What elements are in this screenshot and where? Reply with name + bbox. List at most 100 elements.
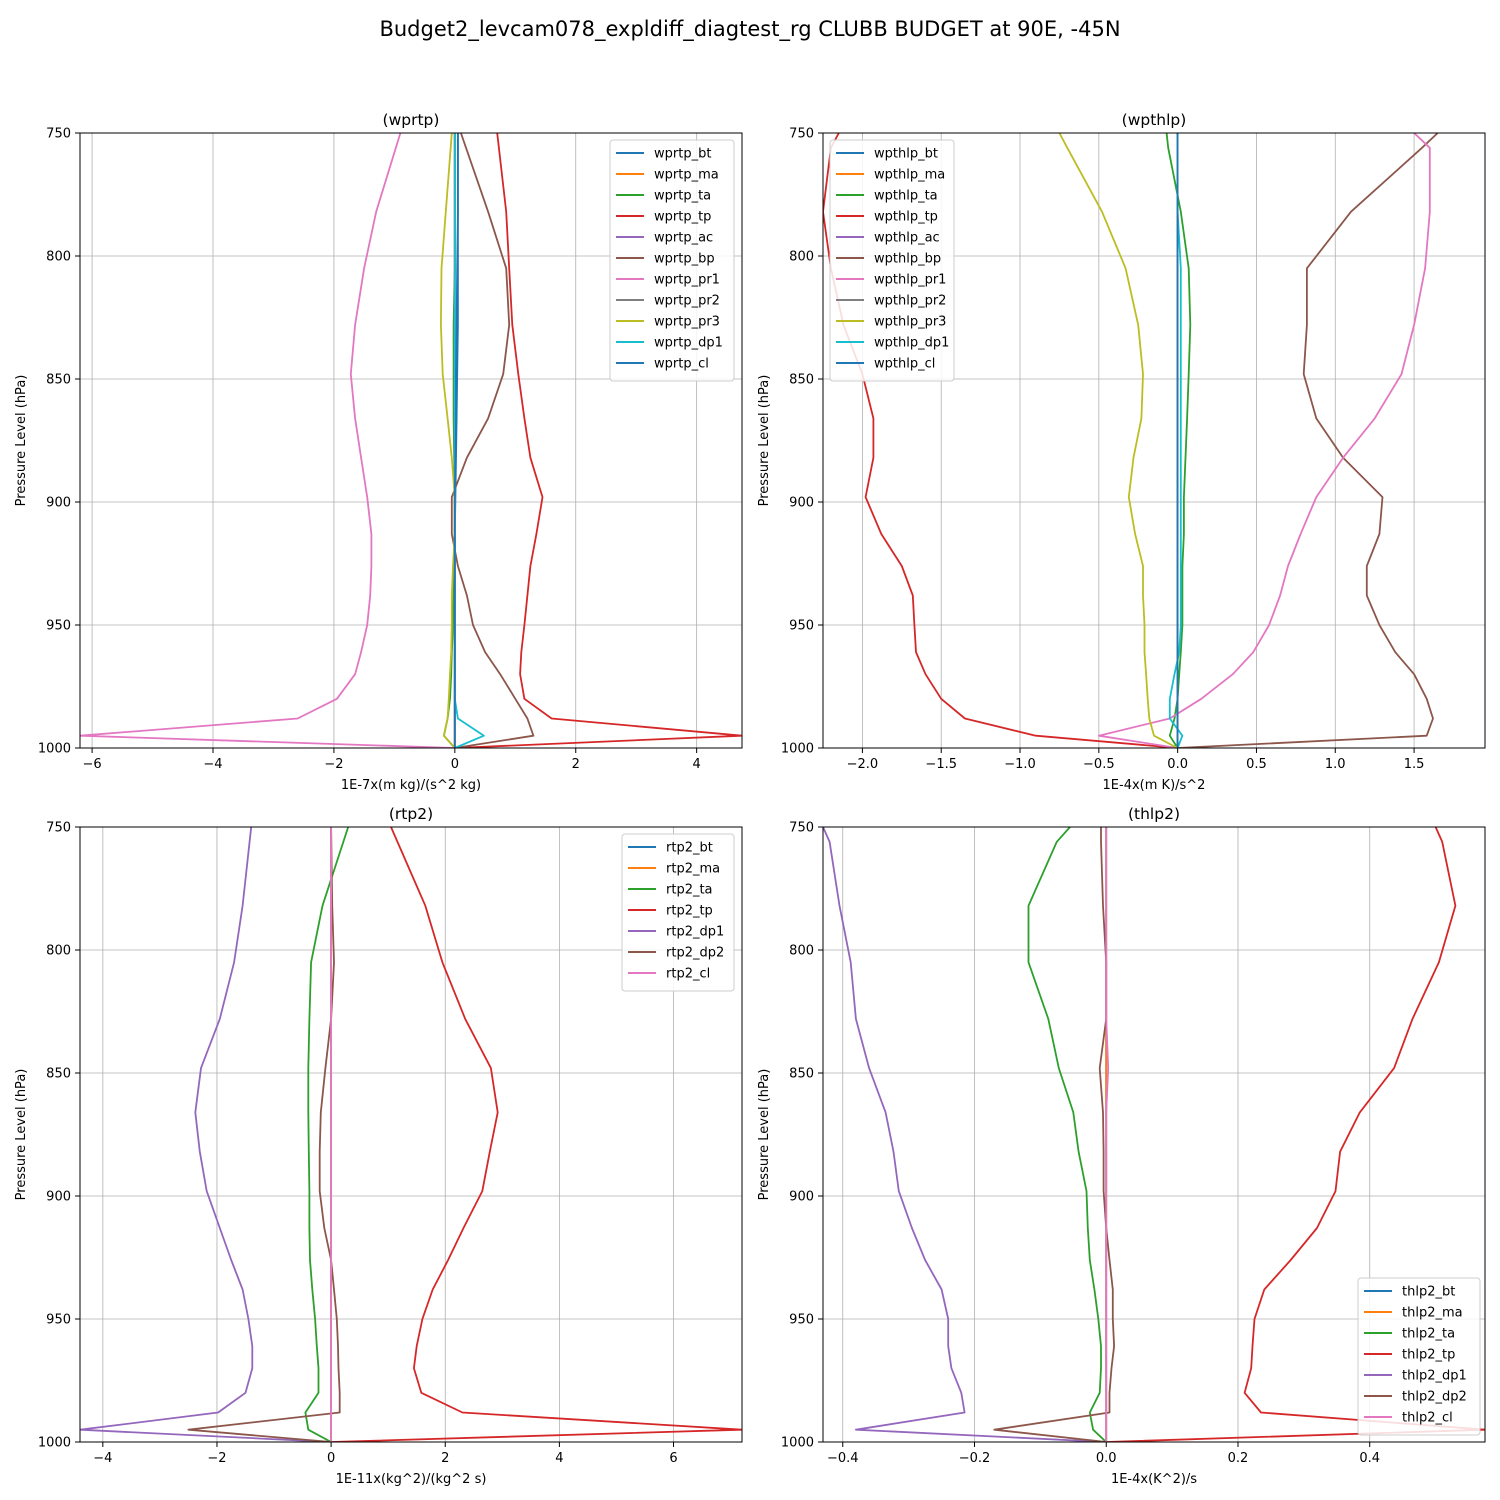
series-line-rtp2_tp bbox=[331, 827, 742, 1442]
legend-label: rtp2_dp1 bbox=[666, 925, 724, 940]
legend-label: wpthlp_dp1 bbox=[874, 336, 949, 351]
legend-label: wprtp_pr3 bbox=[654, 315, 720, 330]
legend-label: rtp2_bt bbox=[666, 841, 713, 856]
y-tick-label: 900 bbox=[789, 496, 814, 511]
x-tick-label: −2 bbox=[324, 757, 343, 772]
subplot-title: (wpthlp) bbox=[1122, 111, 1187, 129]
series-line-wpthlp_dp1 bbox=[1168, 133, 1184, 748]
legend: wprtp_bt wprtp_ma wprtp_ta wprtp_tp wprtp_ac… bbox=[609, 139, 735, 382]
legend-label: wpthlp_pr1 bbox=[874, 273, 946, 288]
y-tick-label: 800 bbox=[46, 944, 71, 959]
legend-label: rtp2_ma bbox=[666, 862, 720, 877]
x-tick-label: 6 bbox=[669, 1451, 677, 1466]
y-tick-label: 950 bbox=[46, 619, 71, 634]
subplot-title: (thlp2) bbox=[1128, 805, 1180, 823]
x-tick-label: −4 bbox=[93, 1451, 112, 1466]
y-axis-label: Pressure Level (hPa) bbox=[757, 1069, 772, 1201]
series-lines bbox=[823, 133, 1439, 748]
series-line-wprtp_dp1 bbox=[453, 133, 485, 748]
x-tick-label: −2.0 bbox=[847, 757, 879, 772]
y-tick-label: 950 bbox=[46, 1313, 71, 1328]
subplot-thlp2: −0.4 −0.2 0.0 0.2 0.4 750 800 850 900 950 1000 (thl… bbox=[757, 805, 1486, 1487]
legend-label: wprtp_ta bbox=[654, 189, 711, 204]
legend: rtp2_bt rtp2_ma rtp2_ta rtp2_tp rtp2_dp1 rtp2… bbox=[621, 833, 735, 992]
series-line-thlp2_dp2 bbox=[993, 827, 1115, 1442]
legend-label: wpthlp_ma bbox=[874, 168, 945, 183]
series-line-wprtp_pr3 bbox=[439, 133, 456, 748]
y-tick-label: 900 bbox=[789, 1190, 814, 1205]
series-line-rtp2_dp1 bbox=[80, 827, 332, 1442]
x-tick-label: 2 bbox=[441, 1451, 449, 1466]
series-line-wpthlp_bp bbox=[1177, 133, 1439, 748]
legend-label: wprtp_cl bbox=[654, 357, 709, 372]
y-tick-label: 750 bbox=[789, 127, 814, 142]
y-tick-label: 900 bbox=[46, 496, 71, 511]
x-tick-label: −4 bbox=[203, 757, 222, 772]
y-axis-label: Pressure Level (hPa) bbox=[14, 1069, 29, 1201]
legend-label: thlp2_bt bbox=[1402, 1285, 1455, 1300]
x-tick-label: 0.2 bbox=[1228, 1451, 1249, 1466]
series-line-wprtp_cl bbox=[453, 133, 459, 748]
legend-label: wprtp_ac bbox=[654, 231, 713, 246]
y-tick-label: 1000 bbox=[38, 742, 71, 757]
y-tick-label: 850 bbox=[789, 1067, 814, 1082]
legend-label: wpthlp_pr3 bbox=[874, 315, 946, 330]
series-line-wprtp_tp bbox=[454, 133, 742, 748]
legend: wpthlp_bt wpthlp_ma wpthlp_ta wpthlp_tpwpth… bbox=[829, 139, 955, 382]
y-tick-label: 850 bbox=[46, 373, 71, 388]
legend-label: wpthlp_bp bbox=[874, 252, 941, 267]
x-tick-label: −0.2 bbox=[959, 1451, 991, 1466]
series-line-thlp2_dp1 bbox=[823, 827, 1107, 1442]
legend-label: wprtp_pr1 bbox=[654, 273, 720, 288]
legend-label: rtp2_dp2 bbox=[666, 946, 724, 961]
x-tick-label: 0 bbox=[451, 757, 459, 772]
y-tick-label: 850 bbox=[789, 373, 814, 388]
axes-frame bbox=[79, 826, 743, 1443]
x-tick-label: 0.0 bbox=[1167, 757, 1188, 772]
legend-label: wpthlp_ta bbox=[874, 189, 938, 204]
series-lines bbox=[80, 133, 742, 748]
subplot-wpthlp: −2.0 −1.5 −1.0 −0.5 0.0 0.5 1.0 1.5 750 800 850 900… bbox=[757, 111, 1486, 793]
y-tick-label: 800 bbox=[789, 944, 814, 959]
y-tick-label: 950 bbox=[789, 619, 814, 634]
x-tick-label: 4 bbox=[555, 1451, 563, 1466]
x-tick-label: −2 bbox=[207, 1451, 226, 1466]
y-tick-label: 750 bbox=[46, 821, 71, 836]
x-tick-label: −0.5 bbox=[1083, 757, 1115, 772]
series-line-thlp2_tp bbox=[1106, 827, 1485, 1442]
legend-label: thlp2_dp1 bbox=[1402, 1369, 1467, 1384]
x-tick-label: 0.5 bbox=[1246, 757, 1267, 772]
legend-label: wpthlp_bt bbox=[874, 147, 938, 162]
y-tick-label: 950 bbox=[789, 1313, 814, 1328]
series-line-rtp2_ta bbox=[304, 827, 350, 1442]
y-tick-label: 800 bbox=[789, 250, 814, 265]
series-lines bbox=[823, 827, 1485, 1442]
x-tick-label: −6 bbox=[83, 757, 102, 772]
y-tick-label: 750 bbox=[789, 821, 814, 836]
x-tick-label: 1.0 bbox=[1325, 757, 1346, 772]
panels: −6 −4 −2 0 2 4 750 800 850 900 950 1000 (wprtp) 1E-7x… bbox=[14, 111, 1486, 1487]
x-tick-label: 4 bbox=[693, 757, 701, 772]
series-lines bbox=[80, 827, 742, 1442]
x-axis-label: 1E-11x(kg^2)/(kg^2 s) bbox=[336, 1472, 487, 1487]
legend-label: thlp2_dp2 bbox=[1402, 1390, 1467, 1405]
x-tick-label: 0.4 bbox=[1359, 1451, 1380, 1466]
legend-label: wpthlp_pr2 bbox=[874, 294, 946, 309]
y-tick-label: 800 bbox=[46, 250, 71, 265]
y-axis-label: Pressure Level (hPa) bbox=[757, 375, 772, 507]
y-tick-label: 850 bbox=[46, 1067, 71, 1082]
x-tick-label: −1.5 bbox=[925, 757, 957, 772]
y-tick-label: 900 bbox=[46, 1190, 71, 1205]
legend-label: wpthlp_ac bbox=[874, 231, 940, 246]
legend-label: thlp2_ma bbox=[1402, 1306, 1463, 1321]
y-tick-label: 750 bbox=[46, 127, 71, 142]
y-axis-label: Pressure Level (hPa) bbox=[14, 375, 29, 507]
subplot-title: (wprtp) bbox=[383, 111, 440, 129]
axes-frame bbox=[79, 132, 743, 749]
x-tick-label: 0.0 bbox=[1096, 1451, 1117, 1466]
axes-frame bbox=[822, 132, 1486, 749]
legend-label: thlp2_cl bbox=[1402, 1411, 1453, 1426]
legend-label: wpthlp_cl bbox=[874, 357, 935, 372]
subplot-title: (rtp2) bbox=[389, 805, 433, 823]
